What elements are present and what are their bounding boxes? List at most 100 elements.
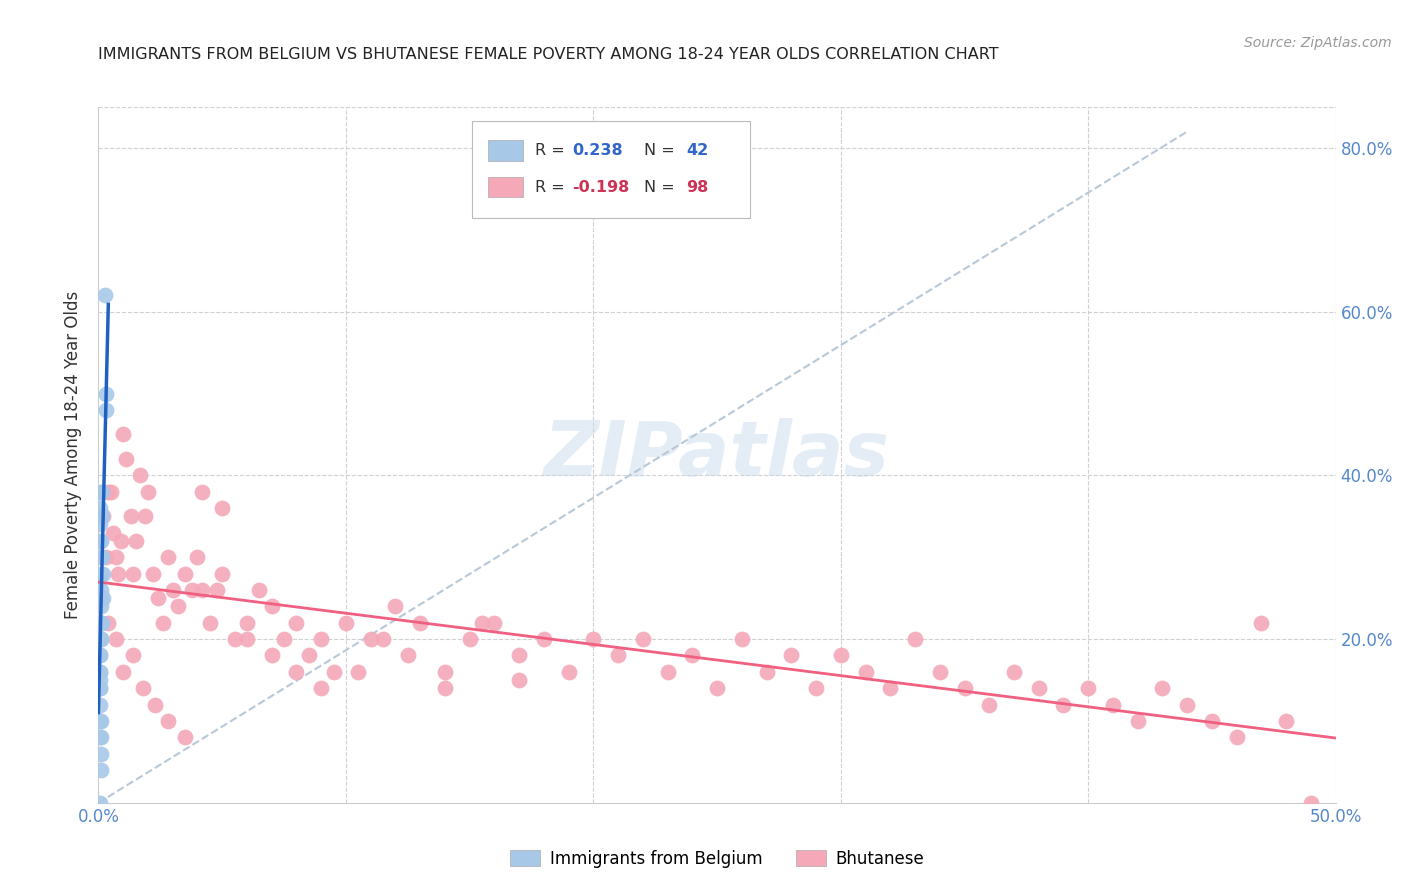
Point (90, 714, 112, 728)
Point (309, 632, 332, 646)
Point (224, 632, 246, 646)
Legend: Immigrants from Belgium, Bhutanese: Immigrants from Belgium, Bhutanese (503, 843, 931, 874)
Point (89, 681, 111, 696)
Point (322, 665, 344, 679)
Point (484, 615, 506, 630)
Point (804, 681, 827, 696)
Text: 42: 42 (686, 144, 709, 159)
Point (904, 632, 927, 646)
Point (1152, 681, 1174, 696)
Point (132, 681, 155, 696)
Point (396, 648, 419, 663)
Point (731, 632, 754, 646)
Point (94, 550, 117, 565)
Text: 98: 98 (686, 179, 709, 194)
Point (347, 665, 370, 679)
Point (89, 665, 111, 679)
Point (91, 615, 114, 630)
Point (91, 550, 114, 565)
Point (90, 632, 112, 646)
Point (928, 665, 950, 679)
Point (90, 566, 112, 581)
Point (1299, 796, 1322, 810)
Point (122, 648, 145, 663)
Point (104, 632, 127, 646)
Point (89, 484, 111, 499)
FancyBboxPatch shape (488, 177, 523, 197)
Point (90, 731, 112, 745)
Point (110, 533, 132, 548)
Point (247, 582, 270, 597)
Text: -0.198: -0.198 (572, 179, 630, 194)
Point (90, 599, 112, 614)
Point (181, 582, 204, 597)
Point (89, 533, 111, 548)
Point (260, 648, 283, 663)
Point (89, 501, 111, 516)
Point (1201, 714, 1223, 728)
Text: N =: N = (644, 144, 681, 159)
Point (89, 632, 111, 646)
Point (143, 698, 166, 712)
Point (93, 566, 115, 581)
Point (1275, 714, 1298, 728)
Point (384, 599, 406, 614)
Point (236, 615, 259, 630)
Y-axis label: Female Poverty Among 18-24 Year Olds: Female Poverty Among 18-24 Year Olds (65, 291, 83, 619)
Point (780, 648, 803, 663)
Text: N =: N = (644, 179, 681, 194)
Point (236, 632, 259, 646)
Point (91, 509, 114, 524)
Point (681, 648, 703, 663)
Text: IMMIGRANTS FROM BELGIUM VS BHUTANESE FEMALE POVERTY AMONG 18-24 YEAR OLDS CORREL: IMMIGRANTS FROM BELGIUM VS BHUTANESE FEM… (98, 47, 1000, 62)
Point (260, 599, 283, 614)
Point (582, 632, 605, 646)
Point (93, 591, 115, 606)
Point (285, 665, 308, 679)
Point (134, 509, 156, 524)
Point (90, 582, 112, 597)
Point (533, 632, 555, 646)
Point (508, 648, 530, 663)
Point (146, 591, 169, 606)
Point (830, 648, 852, 663)
Text: ZIPatlas: ZIPatlas (544, 418, 890, 491)
Text: R =: R = (536, 144, 569, 159)
Point (89, 648, 111, 663)
Point (211, 566, 233, 581)
Point (94, 386, 117, 401)
Point (557, 665, 579, 679)
Point (103, 525, 125, 540)
Point (89, 665, 111, 679)
Point (122, 566, 145, 581)
Point (879, 681, 901, 696)
Point (142, 566, 165, 581)
Point (706, 681, 728, 696)
Point (335, 615, 357, 630)
Point (298, 648, 321, 663)
Point (409, 615, 432, 630)
Point (112, 427, 135, 442)
Point (631, 632, 654, 646)
Point (1226, 731, 1249, 745)
Point (93, 288, 115, 302)
Point (100, 484, 122, 499)
Point (285, 615, 308, 630)
Point (124, 533, 146, 548)
Point (156, 550, 179, 565)
Point (755, 665, 778, 679)
Point (93, 509, 115, 524)
FancyBboxPatch shape (488, 140, 523, 161)
Point (94, 403, 117, 417)
Point (607, 648, 630, 663)
Point (129, 468, 152, 483)
Point (89, 698, 111, 712)
Point (112, 665, 135, 679)
Point (198, 615, 221, 630)
Point (360, 632, 382, 646)
Point (1002, 665, 1025, 679)
Point (1077, 681, 1099, 696)
Point (371, 632, 394, 646)
Point (458, 632, 481, 646)
Point (1175, 698, 1198, 712)
